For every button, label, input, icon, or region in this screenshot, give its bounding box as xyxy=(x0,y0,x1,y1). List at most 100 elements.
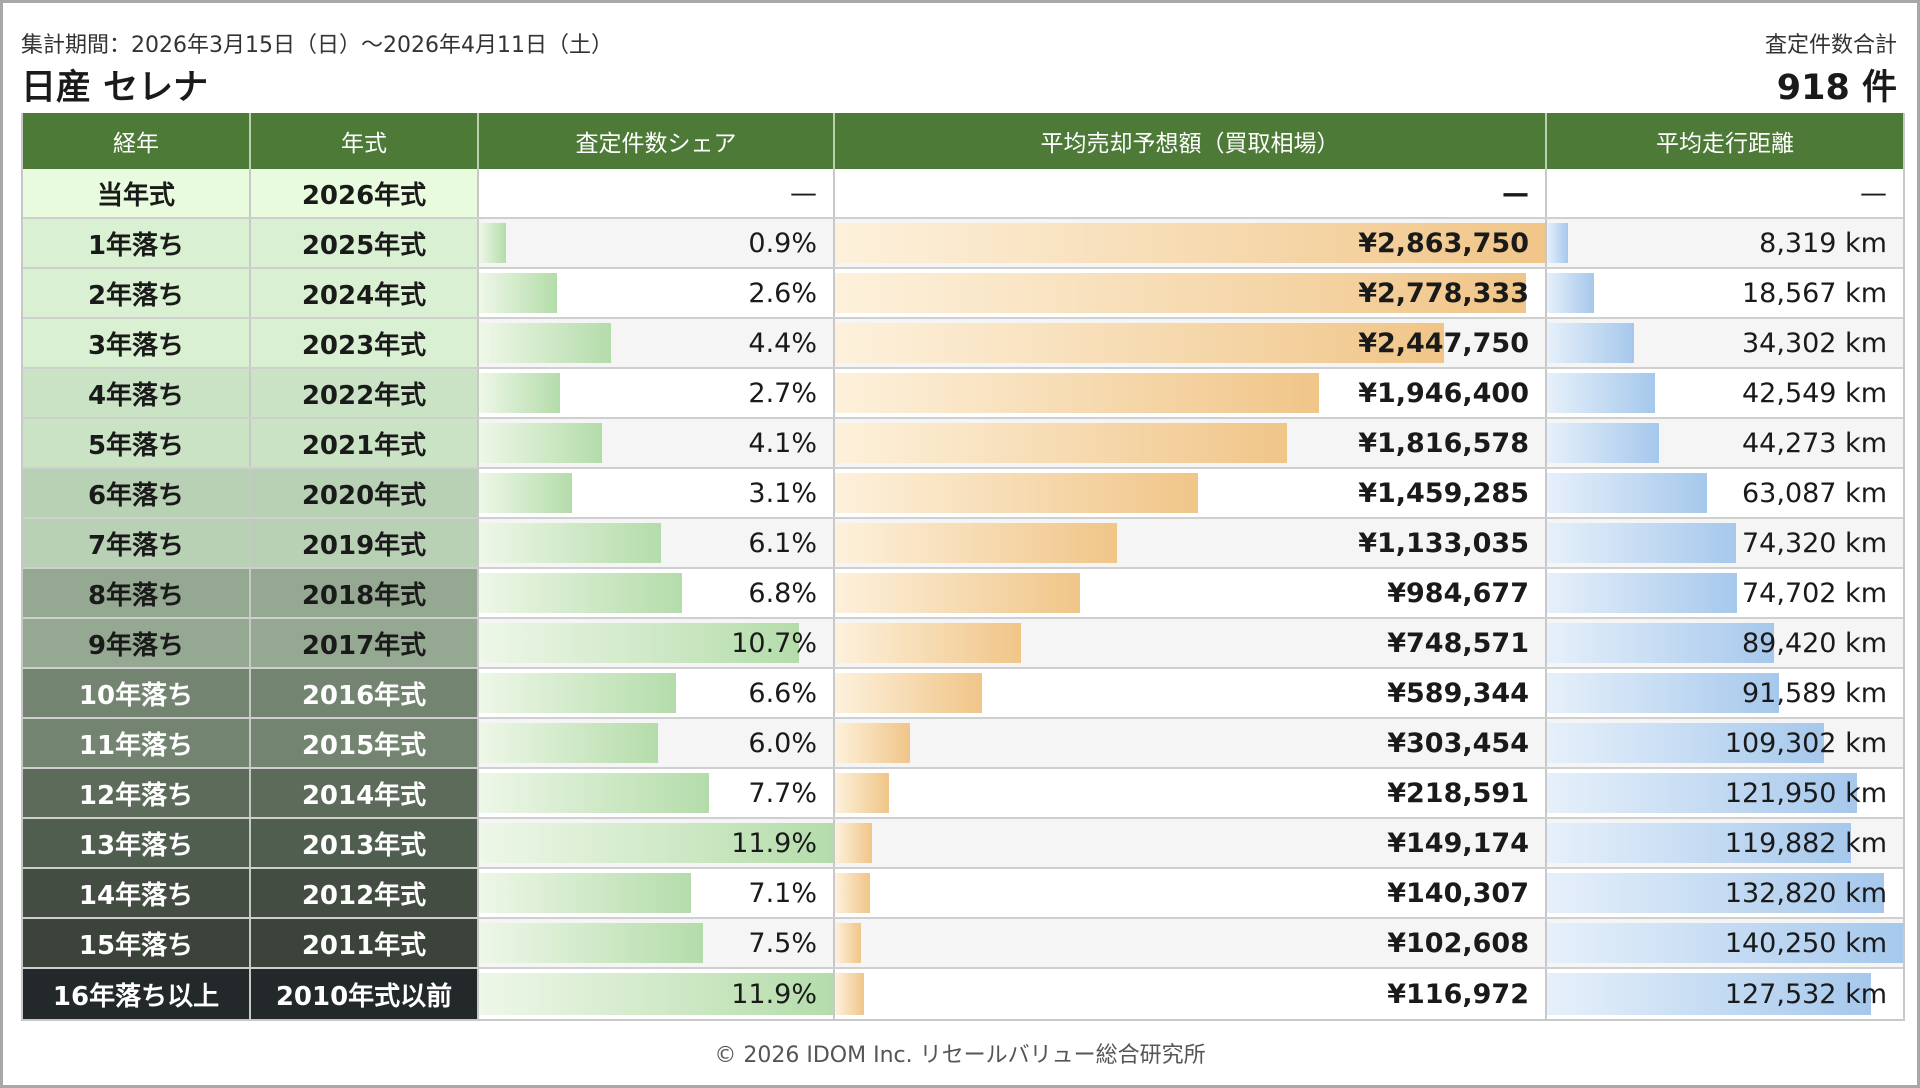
share-bar xyxy=(479,673,676,713)
price-bar xyxy=(835,823,872,863)
share-value: 0.9% xyxy=(748,227,817,259)
share-value: 7.5% xyxy=(748,927,817,959)
mileage-bar xyxy=(1547,573,1737,613)
share-bar xyxy=(479,773,709,813)
table-row: 15年落ち 2011年式 7.5% ¥102,608 140,250 km xyxy=(23,919,1903,969)
mileage-value: 89,420 km xyxy=(1742,627,1887,659)
price-cell: ¥303,454 xyxy=(835,719,1547,767)
table-row: 1年落ち 2025年式 0.9% ¥2,863,750 8,319 km xyxy=(23,219,1903,269)
mileage-cell: 63,087 km xyxy=(1547,469,1903,517)
column-header-mileage: 平均走行距離 xyxy=(1656,131,1794,157)
table-row: 当年式 2026年式 — — — xyxy=(23,169,1903,219)
share-value: 7.1% xyxy=(748,877,817,909)
share-cell: 3.1% xyxy=(479,469,835,517)
mileage-bar xyxy=(1547,973,1871,1015)
age-cell: 15年落ち xyxy=(23,919,251,967)
price-bar xyxy=(835,873,870,913)
mileage-value: 63,087 km xyxy=(1742,477,1887,509)
price-cell: ¥2,863,750 xyxy=(835,219,1547,267)
price-cell: ¥1,946,400 xyxy=(835,369,1547,417)
share-value: — xyxy=(790,177,817,209)
age-cell: 14年落ち xyxy=(23,869,251,917)
age-cell: 9年落ち xyxy=(23,619,251,667)
age-cell: 7年落ち xyxy=(23,519,251,567)
price-cell: ¥102,608 xyxy=(835,919,1547,967)
mileage-value: 91,589 km xyxy=(1742,677,1887,709)
model-year-cell: 2013年式 xyxy=(251,819,479,867)
mileage-bar xyxy=(1547,273,1594,313)
mileage-bar xyxy=(1547,823,1851,863)
share-cell: 6.0% xyxy=(479,719,835,767)
mileage-value: 74,320 km xyxy=(1742,527,1887,559)
share-cell: 4.1% xyxy=(479,419,835,467)
page-title: 日産 セレナ xyxy=(21,68,209,108)
price-value: ¥1,816,578 xyxy=(1358,427,1529,459)
column-header-price: 平均売却予想額（買取相場） xyxy=(835,113,1547,169)
table-header: 経年 年式 査定件数シェア 平均売却予想額（買取相場） 平均走行距離 xyxy=(23,113,1903,169)
column-header-age: 経年 xyxy=(23,113,251,169)
price-bar xyxy=(835,223,1545,263)
mileage-cell: 8,319 km xyxy=(1547,219,1903,267)
share-cell: 6.8% xyxy=(479,569,835,617)
mileage-bar xyxy=(1547,723,1824,763)
price-bar xyxy=(835,923,861,963)
model-year-cell: 2010年式以前 xyxy=(251,969,479,1019)
price-bar xyxy=(835,573,1080,613)
table-row: 16年落ち以上 2010年式以前 11.9% ¥116,972 127,532 km xyxy=(23,969,1903,1019)
price-bar xyxy=(835,773,889,813)
table-row: 3年落ち 2023年式 4.4% ¥2,447,750 34,302 km xyxy=(23,319,1903,369)
column-header-share: 査定件数シェア xyxy=(479,113,835,169)
age-cell: 3年落ち xyxy=(23,319,251,367)
mileage-bar xyxy=(1547,773,1857,813)
share-cell: 7.1% xyxy=(479,869,835,917)
mileage-bar xyxy=(1547,523,1736,563)
mileage-value: 109,302 km xyxy=(1724,727,1887,759)
report-panel: 集計期間：2026年3月15日（日）〜2026年4月11日（土） 日産 セレナ … xyxy=(3,3,1917,1085)
price-cell: ¥116,972 xyxy=(835,969,1547,1019)
share-bar xyxy=(479,323,611,363)
price-cell: ¥984,677 xyxy=(835,569,1547,617)
mileage-bar xyxy=(1547,373,1655,413)
share-bar xyxy=(479,473,572,513)
table-row: 6年落ち 2020年式 3.1% ¥1,459,285 63,087 km xyxy=(23,469,1903,519)
share-cell: 4.4% xyxy=(479,319,835,367)
model-year-cell: 2015年式 xyxy=(251,719,479,767)
price-cell: ¥2,778,333 xyxy=(835,269,1547,317)
model-year-cell: 2023年式 xyxy=(251,319,479,367)
share-cell: 2.7% xyxy=(479,369,835,417)
share-value: 2.7% xyxy=(748,377,817,409)
price-value: ¥2,778,333 xyxy=(1358,277,1529,309)
share-bar xyxy=(479,273,557,313)
age-cell: 12年落ち xyxy=(23,769,251,817)
total-count: 918 件 xyxy=(1776,68,1897,108)
share-value: 10.7% xyxy=(731,627,817,659)
share-value: 6.1% xyxy=(748,527,817,559)
age-cell: 10年落ち xyxy=(23,669,251,717)
mileage-cell: 89,420 km xyxy=(1547,619,1903,667)
age-cell: 13年落ち xyxy=(23,819,251,867)
price-value: ¥589,344 xyxy=(1387,677,1529,709)
price-bar xyxy=(835,423,1287,463)
price-bar xyxy=(835,623,1021,663)
model-year-cell: 2020年式 xyxy=(251,469,479,517)
table-row: 10年落ち 2016年式 6.6% ¥589,344 91,589 km xyxy=(23,669,1903,719)
price-bar xyxy=(835,473,1198,513)
model-year-cell: 2012年式 xyxy=(251,869,479,917)
mileage-value: 44,273 km xyxy=(1742,427,1887,459)
mileage-value: 74,702 km xyxy=(1742,577,1887,609)
price-bar xyxy=(835,673,982,713)
share-cell: 11.9% xyxy=(479,969,835,1019)
price-cell: ¥2,447,750 xyxy=(835,319,1547,367)
share-value: 6.0% xyxy=(748,727,817,759)
price-bar xyxy=(835,373,1319,413)
mileage-bar xyxy=(1547,873,1884,913)
share-cell: 0.9% xyxy=(479,219,835,267)
share-cell: — xyxy=(479,169,835,217)
mileage-cell: 18,567 km xyxy=(1547,269,1903,317)
model-year-cell: 2016年式 xyxy=(251,669,479,717)
share-bar xyxy=(479,373,560,413)
share-bar xyxy=(479,223,506,263)
share-bar xyxy=(479,423,602,463)
table-row: 5年落ち 2021年式 4.1% ¥1,816,578 44,273 km xyxy=(23,419,1903,469)
mileage-cell: 91,589 km xyxy=(1547,669,1903,717)
